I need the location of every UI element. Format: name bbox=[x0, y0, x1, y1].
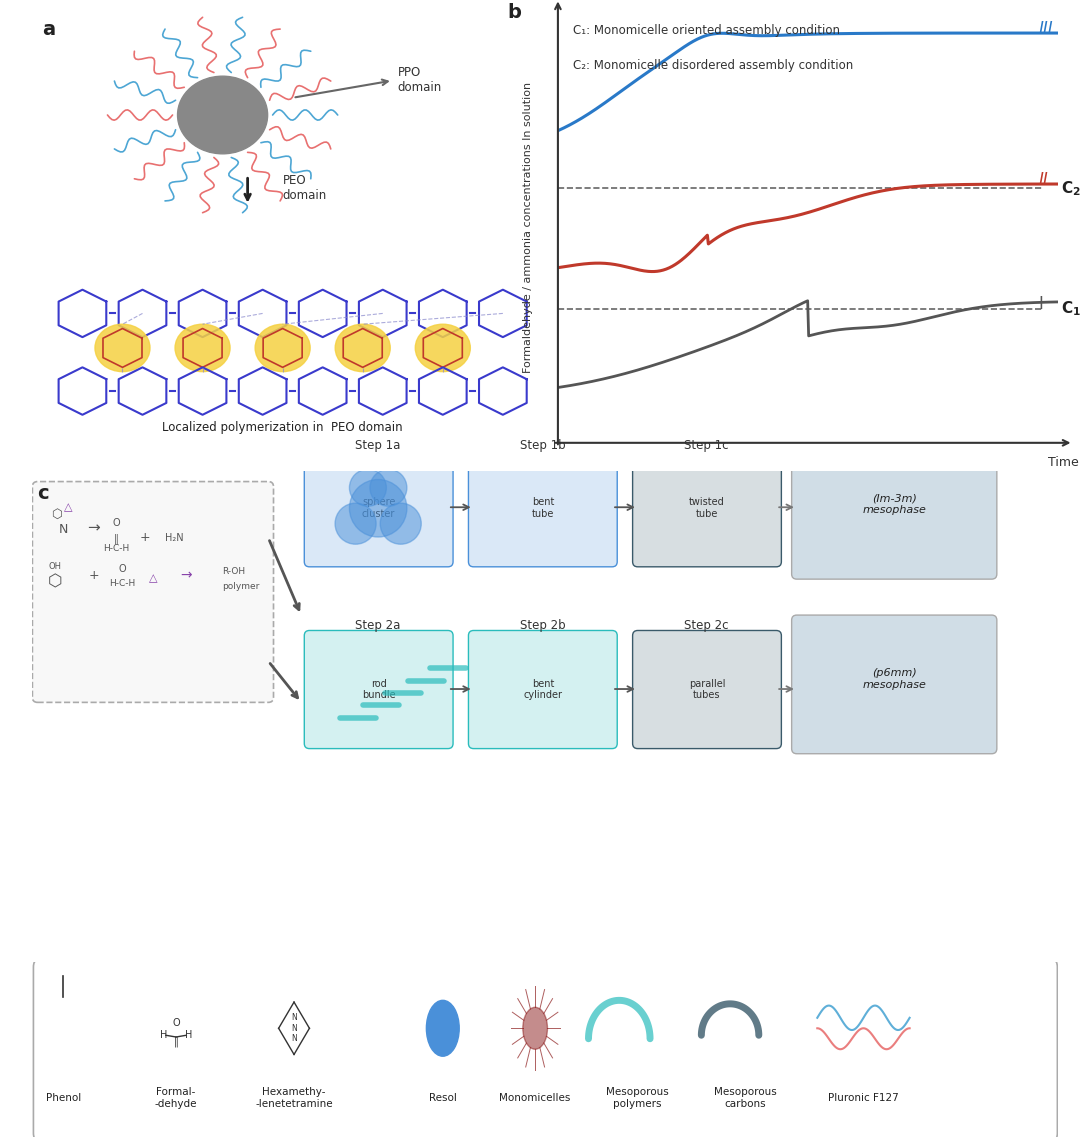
FancyBboxPatch shape bbox=[33, 960, 1057, 1140]
Text: R-OH: R-OH bbox=[222, 567, 245, 576]
Text: O: O bbox=[112, 518, 120, 528]
Circle shape bbox=[416, 324, 470, 372]
Text: Formaldehyde / ammonia concentrations In solution: Formaldehyde / ammonia concentrations In… bbox=[523, 82, 532, 373]
Text: →: → bbox=[87, 521, 100, 536]
Text: bent
tube: bent tube bbox=[531, 497, 554, 519]
Text: Time: Time bbox=[1048, 456, 1079, 468]
FancyBboxPatch shape bbox=[633, 449, 782, 567]
Text: Monomicelles: Monomicelles bbox=[499, 1093, 571, 1103]
Text: Step 1a: Step 1a bbox=[355, 440, 401, 452]
Text: Resol: Resol bbox=[429, 1093, 457, 1103]
Text: rod
bundle: rod bundle bbox=[362, 678, 395, 700]
Text: ‖: ‖ bbox=[174, 1037, 178, 1047]
Text: ‖: ‖ bbox=[114, 533, 119, 544]
Circle shape bbox=[350, 470, 387, 506]
Text: II: II bbox=[1038, 171, 1048, 188]
Text: b: b bbox=[508, 2, 522, 22]
Text: ⬡: ⬡ bbox=[48, 573, 63, 590]
Text: parallel
tubes: parallel tubes bbox=[689, 678, 726, 700]
FancyBboxPatch shape bbox=[633, 630, 782, 748]
Text: Mesoporous
carbons: Mesoporous carbons bbox=[714, 1087, 777, 1109]
Text: (Im-3m)
mesophase: (Im-3m) mesophase bbox=[862, 494, 927, 515]
Text: N
N
N: N N N bbox=[292, 1014, 297, 1044]
FancyBboxPatch shape bbox=[792, 441, 997, 579]
Text: a: a bbox=[42, 21, 55, 39]
Text: H-C-H: H-C-H bbox=[109, 580, 136, 588]
Text: Step 2c: Step 2c bbox=[685, 619, 729, 631]
Text: Localized polymerization in  PEO domain: Localized polymerization in PEO domain bbox=[162, 421, 403, 434]
Text: △: △ bbox=[149, 573, 158, 583]
Text: Step 2a: Step 2a bbox=[355, 619, 401, 631]
Text: Phenol: Phenol bbox=[45, 1093, 81, 1103]
Text: Step 1b: Step 1b bbox=[519, 440, 565, 452]
Text: C₁: Monomicelle oriented assembly condition: C₁: Monomicelle oriented assembly condit… bbox=[572, 24, 840, 38]
FancyBboxPatch shape bbox=[792, 615, 997, 754]
Text: I: I bbox=[1038, 295, 1043, 313]
Text: +: + bbox=[140, 532, 150, 544]
Circle shape bbox=[255, 324, 310, 372]
Circle shape bbox=[175, 324, 230, 372]
Circle shape bbox=[177, 76, 268, 154]
Text: H: H bbox=[185, 1030, 192, 1040]
Text: PPO
domain: PPO domain bbox=[397, 67, 442, 94]
Circle shape bbox=[95, 324, 150, 372]
Circle shape bbox=[370, 470, 407, 506]
Circle shape bbox=[427, 1000, 459, 1056]
Circle shape bbox=[380, 503, 421, 544]
Text: III: III bbox=[1038, 20, 1053, 38]
Text: H-C-H: H-C-H bbox=[104, 544, 130, 553]
Text: twisted
tube: twisted tube bbox=[689, 497, 725, 519]
Text: →: → bbox=[180, 568, 192, 582]
Text: Hexamethy-
-lenetetramine: Hexamethy- -lenetetramine bbox=[255, 1087, 333, 1109]
Text: OH: OH bbox=[49, 561, 62, 571]
Text: (p6mm)
mesophase: (p6mm) mesophase bbox=[862, 668, 927, 690]
Text: Formal-
-dehyde: Formal- -dehyde bbox=[154, 1087, 198, 1109]
Text: $\mathbf{C_1}$: $\mathbf{C_1}$ bbox=[1061, 300, 1080, 318]
Text: bent
cylinder: bent cylinder bbox=[524, 678, 563, 700]
Text: +: + bbox=[89, 569, 99, 582]
Circle shape bbox=[350, 480, 407, 537]
Text: sphere
cluster: sphere cluster bbox=[362, 497, 395, 519]
FancyBboxPatch shape bbox=[32, 481, 273, 703]
Text: Mesoporous
polymers: Mesoporous polymers bbox=[606, 1087, 670, 1109]
Text: Pluronic F127: Pluronic F127 bbox=[828, 1093, 899, 1103]
Circle shape bbox=[335, 324, 390, 372]
Text: O: O bbox=[119, 564, 126, 574]
Text: ⬡
  N: ⬡ N bbox=[51, 507, 68, 536]
Text: C₂: Monomicelle disordered assembly condition: C₂: Monomicelle disordered assembly cond… bbox=[572, 59, 853, 72]
FancyBboxPatch shape bbox=[469, 449, 618, 567]
Text: PEO
domain: PEO domain bbox=[283, 174, 327, 202]
Text: c: c bbox=[38, 483, 50, 503]
Text: Step 1c: Step 1c bbox=[685, 440, 729, 452]
Text: △: △ bbox=[64, 503, 72, 512]
Text: H₂N: H₂N bbox=[164, 533, 184, 543]
Circle shape bbox=[523, 1007, 548, 1049]
Text: polymer: polymer bbox=[222, 582, 259, 591]
Text: $\mathbf{C_2}$: $\mathbf{C_2}$ bbox=[1061, 179, 1080, 197]
Circle shape bbox=[335, 503, 376, 544]
FancyBboxPatch shape bbox=[305, 449, 454, 567]
Text: O: O bbox=[172, 1018, 180, 1029]
FancyBboxPatch shape bbox=[469, 630, 618, 748]
FancyBboxPatch shape bbox=[305, 630, 454, 748]
Text: H: H bbox=[160, 1030, 167, 1040]
Text: Step 2b: Step 2b bbox=[519, 619, 565, 631]
